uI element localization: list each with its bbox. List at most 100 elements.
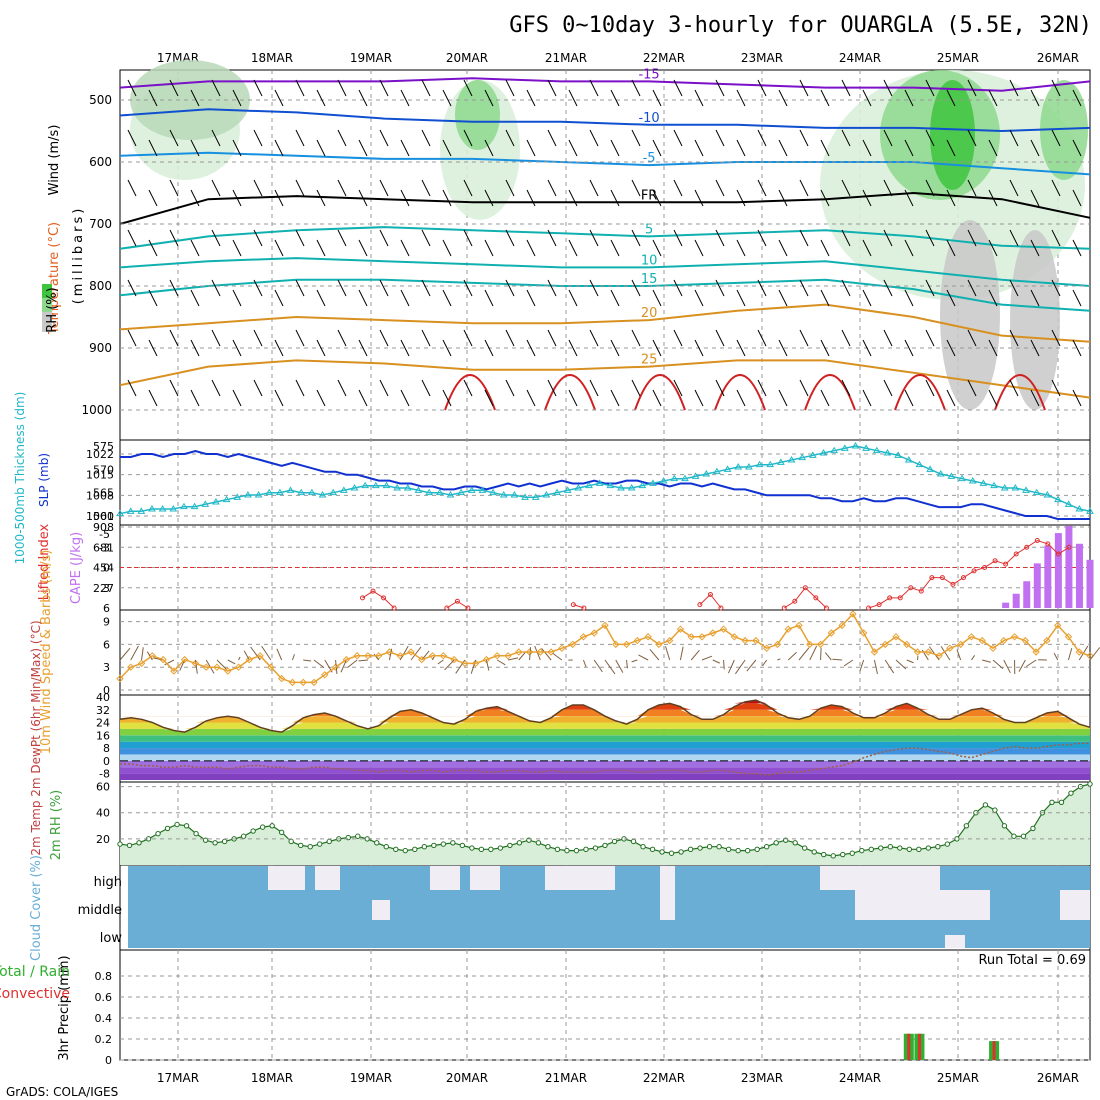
wind-barb <box>799 179 809 197</box>
wind-barb <box>883 179 893 197</box>
rh2m-point <box>155 830 161 837</box>
date-label-top: 19MAR <box>350 51 392 65</box>
isotherm-label: 20 <box>641 306 658 321</box>
wind-barb <box>295 79 305 97</box>
thickness-point <box>1032 488 1041 496</box>
wind-barb <box>820 89 830 107</box>
wind-barb <box>547 79 557 97</box>
wind-barb <box>421 279 431 297</box>
rh2m-point <box>744 847 751 854</box>
wind-barb <box>442 339 452 357</box>
temp-band <box>120 703 1090 710</box>
lifted-point <box>1045 541 1051 547</box>
wind-barb <box>295 379 305 397</box>
wind-barb-10m <box>399 645 409 661</box>
temp-band <box>120 735 1090 742</box>
wind-barb <box>274 389 284 407</box>
pressure-tick-label: 800 <box>89 279 112 293</box>
wind-barb <box>967 129 977 147</box>
wind-barb <box>379 129 389 147</box>
thickness-point <box>691 472 700 479</box>
thickness-point <box>307 488 316 496</box>
wind-barb <box>1009 279 1019 297</box>
wind-barb-10m <box>1053 652 1059 661</box>
rh2m-point <box>136 840 142 846</box>
pressure-tick-label: 1000 <box>81 403 112 417</box>
thickness-point <box>222 495 231 503</box>
rh2m-point <box>440 841 447 847</box>
wind-barb <box>253 229 263 247</box>
temp-line <box>119 699 1091 733</box>
wind-barb <box>736 239 746 257</box>
thickness-point <box>883 449 892 456</box>
wind-barb-10m <box>649 649 660 661</box>
wind-barb-10m <box>1026 659 1037 667</box>
thickness-point <box>745 463 753 470</box>
wind-barb <box>988 339 998 357</box>
wind-barb <box>421 79 431 97</box>
wind-barb <box>883 129 893 147</box>
wind-barb <box>631 279 641 297</box>
ylabel-cape: CAPE (J/kg) <box>69 532 84 604</box>
rh-shading <box>930 80 975 190</box>
rh2m-point <box>573 847 580 854</box>
thickness-point <box>1022 486 1030 493</box>
rh2m-tick-label: 40 <box>96 807 110 820</box>
wind-barb <box>127 179 137 197</box>
rh2m-point <box>849 850 855 856</box>
temp-band <box>120 741 1090 749</box>
date-label-top: 24MAR <box>839 51 881 65</box>
wind-barb <box>274 339 284 357</box>
rh2m-point <box>906 846 913 853</box>
wind-barb <box>1030 239 1040 257</box>
wind-barb-10m <box>701 655 713 661</box>
wind-barb <box>673 279 683 297</box>
lifted-point <box>1066 544 1072 550</box>
wind-barb <box>127 279 137 297</box>
wind-barb <box>862 189 872 207</box>
run-total-label: Run Total = 0.69 <box>978 953 1086 968</box>
rh2m-point <box>754 846 760 853</box>
wind-barb <box>925 79 935 97</box>
wind-barb <box>169 79 179 97</box>
rh2m-point <box>697 845 703 851</box>
wind-barb <box>232 339 242 357</box>
rh2m-point <box>183 823 190 829</box>
wind-barb <box>1072 339 1082 357</box>
rh2m-point <box>735 847 741 854</box>
isotherm-line <box>119 257 1091 287</box>
rh2m-point <box>355 833 361 839</box>
rh2m-point <box>916 846 922 853</box>
wind-barb <box>547 279 557 297</box>
wind-barb <box>589 279 599 297</box>
rh2m-point <box>868 846 874 853</box>
wind-barb <box>274 289 284 307</box>
rh2m-point <box>678 849 684 855</box>
wind-barb <box>631 179 641 197</box>
wind-point <box>924 648 933 656</box>
thickness-point <box>201 500 210 507</box>
wind-barb <box>148 289 158 307</box>
isotherm-line <box>119 303 1091 343</box>
lifted-point <box>697 602 703 608</box>
thickness-point <box>872 446 881 454</box>
wind-barb <box>1072 89 1082 107</box>
wind-barb-10m <box>340 659 347 673</box>
rh-shading <box>1010 230 1060 410</box>
slp-tick-label: 1001 <box>86 510 114 523</box>
wind-barb <box>694 139 704 157</box>
lifted-point <box>982 565 988 570</box>
wind-barb <box>988 239 998 257</box>
wind-barb <box>148 189 158 207</box>
wind-barb-10m <box>638 654 649 661</box>
wind-barb <box>652 189 662 207</box>
wind-barb-10m <box>832 658 843 661</box>
wind-barb <box>232 89 242 107</box>
wind-barb <box>631 79 641 97</box>
wind-barb <box>694 289 704 307</box>
lifted-point <box>1013 551 1019 557</box>
wind-barb <box>442 89 452 107</box>
chart-title: GFS 0~10day 3-hourly for OUARGLA (5.5E, … <box>509 13 1092 38</box>
wind-barb <box>337 129 347 147</box>
thickness-point <box>137 507 146 514</box>
